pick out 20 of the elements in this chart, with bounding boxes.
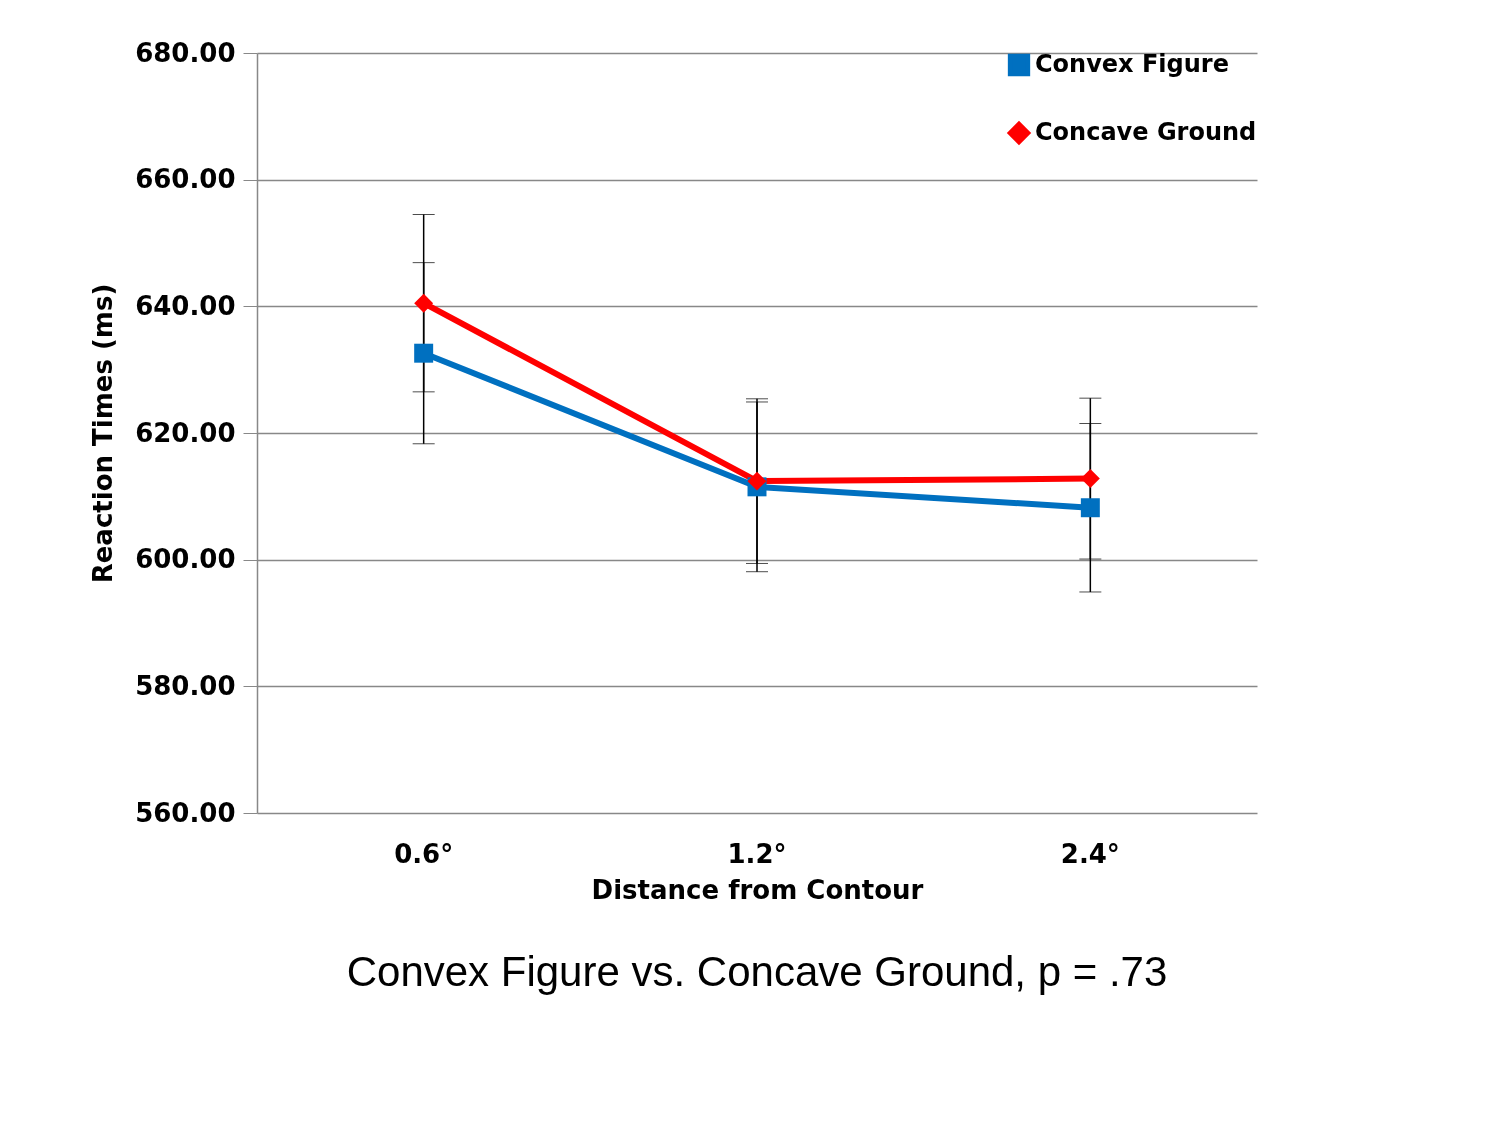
y-tick-label: 560.00 <box>135 797 236 828</box>
point <box>414 293 434 313</box>
x-tick-label: 2.4° <box>1060 838 1120 869</box>
text: Convex Figure vs. Concave Ground, p = .73 <box>346 948 1168 995</box>
y-tick-label: 640.00 <box>135 290 236 321</box>
point <box>1080 498 1100 518</box>
point <box>1080 469 1100 489</box>
legend-label: Concave Ground <box>1035 118 1257 146</box>
y-tick-label: 660.00 <box>135 164 236 195</box>
y-tick-label: 600.00 <box>135 544 236 575</box>
y-tick-label: 580.00 <box>135 670 236 701</box>
legend-label: Convex Figure <box>1035 50 1229 78</box>
y-tick-label: 620.00 <box>135 417 236 448</box>
point <box>414 343 434 363</box>
point <box>747 471 767 491</box>
x-axis-title: Distance from Contour <box>591 874 924 905</box>
y-tick-label: 680.00 <box>135 37 236 68</box>
x-tick-label: 1.2° <box>727 838 787 869</box>
y-axis-title: Reaction Times (ms) <box>88 283 119 584</box>
x-tick-label: 0.6° <box>394 838 454 869</box>
